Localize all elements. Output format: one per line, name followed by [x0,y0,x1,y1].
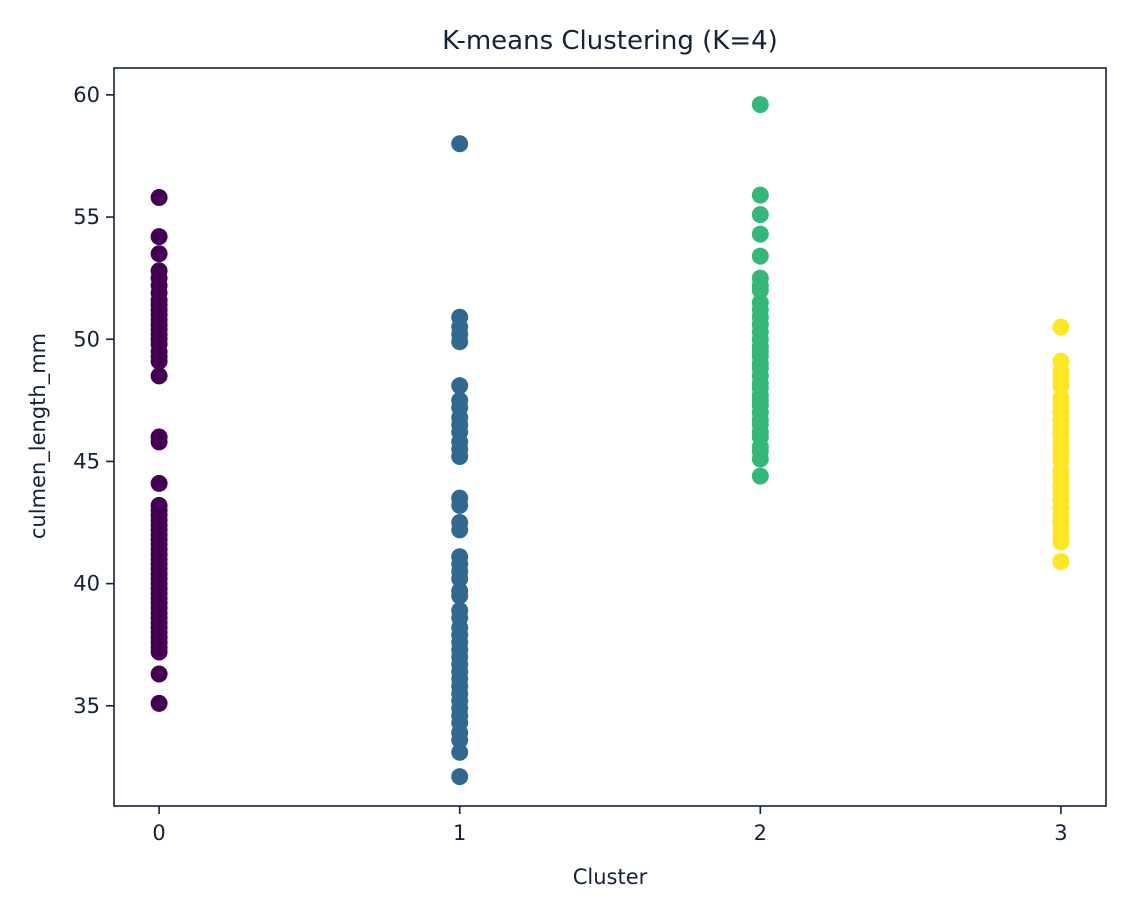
data-point-cluster-0 [150,367,168,385]
data-point-cluster-2 [751,206,769,224]
y-axis-label: culmen_length_mm [26,332,50,540]
axes-layer: 0 1 2 3 35 40 45 50 55 60 [73,83,1067,845]
data-point-cluster-3 [1052,553,1070,571]
data-point-cluster-1 [451,333,469,351]
data-point-cluster-1 [451,377,469,395]
data-point-cluster-2 [751,225,769,243]
data-point-cluster-0 [150,694,168,712]
x-axis-label: Cluster [572,865,648,889]
y-tick-label: 50 [73,327,100,351]
x-tick-label: 0 [152,821,165,845]
data-point-cluster-0 [150,643,168,661]
plot-area-frame [113,67,1107,807]
x-tick-label: 2 [754,821,767,845]
y-tick-label: 45 [73,449,100,473]
data-point-cluster-2 [751,247,769,265]
data-point-cluster-2 [751,186,769,204]
data-point-cluster-1 [451,587,469,605]
data-point-cluster-0 [150,245,168,263]
x-tick-label: 1 [453,821,466,845]
y-tick-label: 35 [73,694,100,718]
data-point-cluster-2 [751,281,769,299]
data-point-cluster-0 [150,474,168,492]
data-point-cluster-2 [751,96,769,114]
y-tick-label: 60 [73,83,100,107]
data-point-cluster-3 [1052,533,1070,551]
data-point-cluster-0 [150,665,168,683]
points-layer [150,96,1070,786]
data-point-cluster-2 [751,450,769,468]
y-tick-label: 40 [73,572,100,596]
data-point-cluster-1 [451,448,469,466]
data-point-cluster-2 [751,467,769,485]
data-point-cluster-1 [451,731,469,749]
data-point-cluster-1 [451,768,469,786]
y-tick-label: 55 [73,205,100,229]
data-point-cluster-0 [150,189,168,207]
data-point-cluster-3 [1052,377,1070,395]
data-point-cluster-1 [451,496,469,514]
data-point-cluster-1 [451,743,469,761]
data-point-cluster-1 [451,135,469,153]
data-point-cluster-0 [150,433,168,451]
x-tick-label: 3 [1054,821,1067,845]
data-point-cluster-1 [451,570,469,588]
chart-title: K-means Clustering (K=4) [442,26,778,56]
data-point-cluster-3 [1052,318,1070,336]
data-point-cluster-0 [150,228,168,246]
data-point-cluster-0 [150,352,168,370]
data-point-cluster-1 [451,521,469,539]
